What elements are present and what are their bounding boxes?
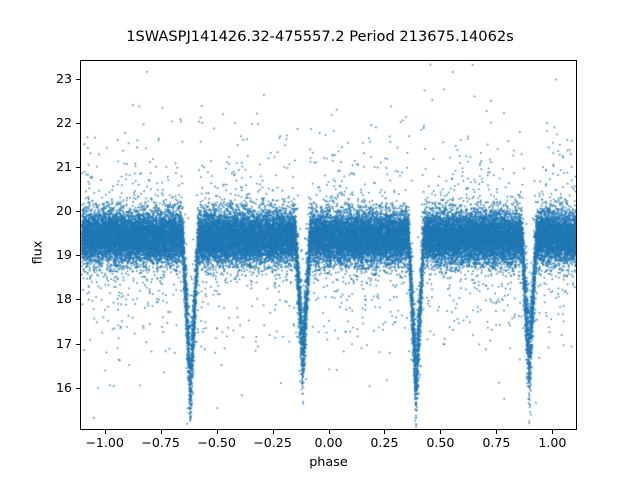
x-tick-label: 1.00 [538, 435, 567, 450]
y-tick-mark [76, 123, 80, 125]
x-tick-mark [440, 430, 442, 434]
y-tick-label: 23 [55, 70, 72, 86]
y-tick-mark [76, 387, 80, 389]
x-tick-mark [216, 430, 218, 434]
x-tick-mark [384, 430, 386, 434]
scatter-plot-area [81, 61, 576, 429]
x-tick-mark [328, 430, 330, 434]
x-axis-label: phase [309, 455, 348, 470]
y-tick-mark [76, 167, 80, 169]
y-tick-mark [76, 343, 80, 345]
x-tick-label: 0.75 [482, 435, 511, 450]
y-tick-label: 17 [55, 335, 72, 351]
axes-frame [80, 60, 577, 430]
y-tick-label: 21 [55, 159, 72, 175]
y-tick-label: 19 [55, 247, 72, 263]
y-tick-label: 18 [55, 291, 72, 307]
y-tick-label: 22 [55, 115, 72, 131]
y-tick-mark [76, 78, 80, 80]
y-axis-label: flux [30, 240, 46, 265]
x-tick-label: 0.50 [426, 435, 455, 450]
x-tick-label: 0.25 [370, 435, 399, 450]
x-tick-mark [272, 430, 274, 434]
x-tick-mark [160, 430, 162, 434]
x-tick-label: −0.75 [141, 435, 180, 450]
x-tick-label: −0.50 [197, 435, 236, 450]
y-tick-mark [76, 299, 80, 301]
page-title: 1SWASPJ141426.32-475557.2 Period 213675.… [126, 28, 514, 45]
x-tick-label: 0.00 [314, 435, 343, 450]
x-tick-mark [104, 430, 106, 434]
y-tick-mark [76, 211, 80, 213]
x-tick-mark [552, 430, 554, 434]
y-tick-label: 20 [55, 203, 72, 219]
y-tick-label: 16 [55, 379, 72, 395]
y-tick-mark [76, 255, 80, 257]
x-tick-label: −0.25 [253, 435, 292, 450]
x-tick-label: −1.00 [85, 435, 124, 450]
x-tick-mark [496, 430, 498, 434]
